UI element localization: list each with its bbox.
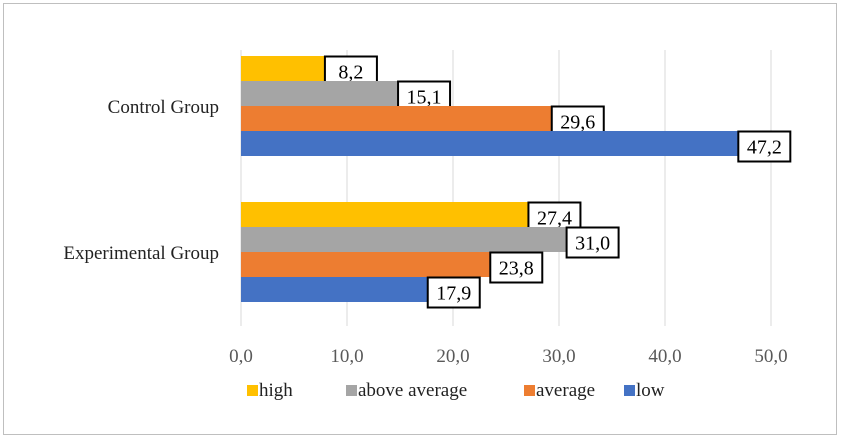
bar-average bbox=[241, 106, 555, 131]
bar-above-average bbox=[241, 227, 570, 252]
legend-label: high bbox=[259, 380, 293, 401]
legend-label: above average bbox=[358, 380, 467, 401]
category-label: Control Group bbox=[108, 97, 219, 118]
data-label: 27,4 bbox=[537, 208, 572, 230]
data-label: 29,6 bbox=[560, 112, 595, 134]
x-tick-label: 10,0 bbox=[330, 346, 363, 367]
bar-high bbox=[241, 202, 532, 227]
legend-swatch-high bbox=[247, 385, 258, 396]
data-label: 31,0 bbox=[575, 233, 610, 255]
legend-label: low bbox=[636, 380, 665, 401]
legend-swatch-above-average bbox=[346, 385, 357, 396]
category-label: Experimental Group bbox=[63, 243, 219, 264]
data-label-box bbox=[565, 226, 620, 259]
data-label: 15,1 bbox=[407, 87, 442, 109]
bar-above-average bbox=[241, 81, 402, 106]
data-label-box bbox=[489, 251, 544, 284]
legend-swatch-low bbox=[624, 385, 635, 396]
bar-low bbox=[241, 277, 431, 302]
x-tick-label: 0,0 bbox=[229, 346, 253, 367]
bar-chart: 0,0 10,0 20,0 30,0 40,0 50,0 Control Group Expe… bbox=[63, 50, 792, 401]
x-tick-label: 50,0 bbox=[754, 346, 787, 367]
chart-frame: 0,0 10,0 20,0 30,0 40,0 50,0 Control Group Expe… bbox=[3, 3, 837, 435]
legend-swatch-average bbox=[524, 385, 535, 396]
x-tick-label: 20,0 bbox=[436, 346, 469, 367]
data-label: 47,2 bbox=[747, 137, 782, 159]
data-label: 23,8 bbox=[499, 258, 534, 280]
x-tick-label: 40,0 bbox=[648, 346, 681, 367]
data-label-box bbox=[737, 130, 792, 163]
data-label: 17,9 bbox=[436, 283, 471, 305]
bar-average bbox=[241, 252, 494, 277]
data-label-box bbox=[426, 276, 481, 309]
data-label: 8,2 bbox=[338, 62, 363, 84]
x-tick-label: 30,0 bbox=[542, 346, 575, 367]
bar-low bbox=[241, 131, 742, 156]
legend-label: average bbox=[536, 380, 595, 401]
bar-high bbox=[241, 56, 328, 81]
